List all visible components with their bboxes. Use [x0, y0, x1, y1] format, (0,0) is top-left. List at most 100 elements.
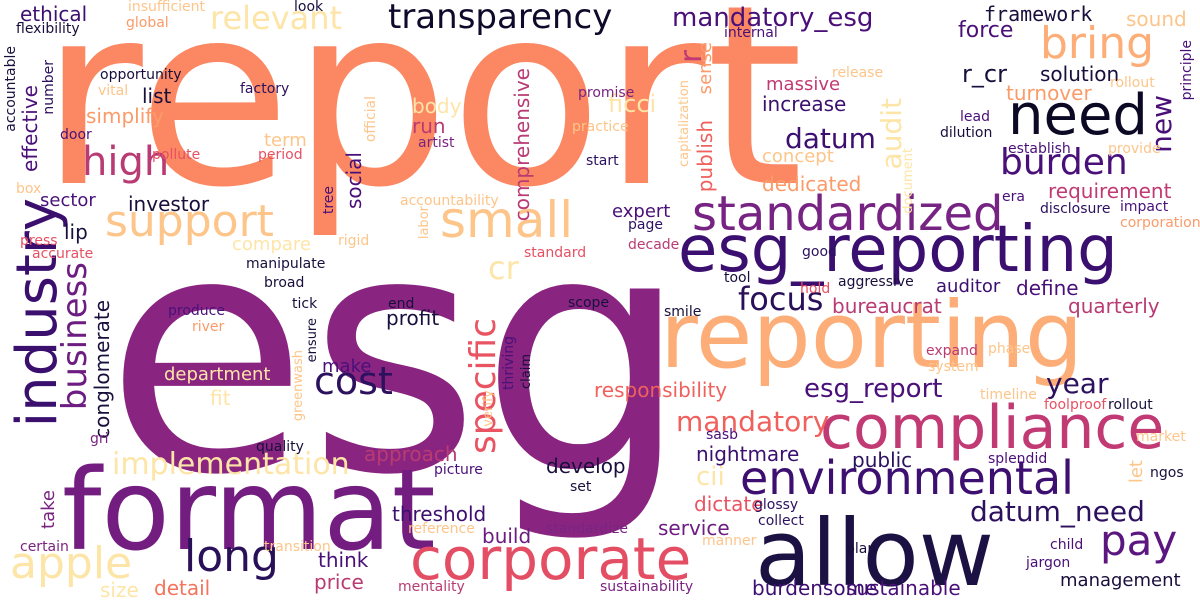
word-concept: concept: [762, 146, 834, 167]
word-ensure: ensure: [305, 318, 320, 363]
word-term: term: [264, 130, 307, 151]
word-artist: artist: [418, 135, 455, 151]
word-market: market: [1136, 429, 1186, 445]
word-publish: publish: [693, 120, 717, 193]
word-smile: smile: [664, 304, 702, 320]
word-support: support: [105, 196, 274, 247]
word-transparency: transparency: [388, 0, 613, 37]
word-good: good: [802, 244, 837, 260]
word-tick: tick: [292, 296, 318, 312]
word-release: release: [832, 65, 884, 81]
word-mandatory-esg: mandatory_esg: [672, 3, 874, 33]
word-splendid: splendid: [988, 451, 1048, 467]
word-esg-reporting: esg_reporting: [678, 213, 1118, 287]
word-reporting: reporting: [660, 282, 1084, 389]
word-datum: datum: [785, 122, 876, 155]
word-box: box: [16, 181, 42, 197]
word-burden: burden: [1000, 142, 1128, 183]
word-comprehensive: comprehensive: [510, 68, 534, 222]
word-cost: cost: [314, 359, 393, 403]
word-sasb: sasb: [706, 427, 739, 443]
word-standardized: standardized: [692, 186, 1004, 242]
word-certain: certain: [20, 539, 69, 555]
word-gri: gri: [90, 431, 109, 447]
word-plan: plan: [846, 541, 877, 557]
word-promise: promise: [578, 85, 635, 101]
word-force: force: [958, 18, 1014, 43]
word-conglomerate: conglomerate: [90, 300, 114, 439]
word-service: service: [658, 516, 730, 540]
word-sector: sector: [40, 190, 96, 211]
word-dictate: dictate: [694, 492, 764, 516]
word-high: high: [82, 139, 170, 185]
word-price: price: [314, 570, 364, 594]
word-opportunity: opportunity: [100, 67, 182, 83]
word-rollout: rollout: [1110, 75, 1155, 91]
word-esg-report: esg_report: [804, 374, 943, 404]
word-management: management: [1060, 570, 1181, 591]
word-transition: transition: [264, 539, 331, 555]
word-river: river: [192, 319, 225, 335]
word-focus: focus: [738, 280, 824, 318]
word-need: need: [1008, 83, 1148, 148]
word-sound: sound: [1126, 7, 1187, 31]
word-ficci: ficci: [608, 90, 657, 118]
word-corporate: corporate: [410, 525, 692, 593]
word-simplify: simplify: [86, 104, 164, 128]
word-massive: massive: [766, 74, 841, 95]
word-corporation: corporation: [1120, 215, 1200, 231]
word-social: social: [342, 152, 366, 210]
word-think: think: [318, 548, 369, 572]
word-report: report: [40, 0, 804, 242]
word-capitalization: capitalization: [677, 80, 692, 167]
word-accountability: accountability: [400, 193, 499, 209]
word-hold: hold: [800, 281, 831, 297]
word-scope: scope: [568, 295, 610, 311]
word-body: body: [412, 94, 462, 118]
word-dilution: dilution: [940, 125, 993, 141]
word-implementation: implementation: [112, 447, 350, 482]
word-compare: compare: [232, 234, 311, 255]
word-flexibility: flexibility: [16, 21, 80, 37]
word-picture: picture: [434, 462, 483, 478]
word-foolproof: foolproof: [1044, 397, 1107, 413]
word-develop: develop: [546, 454, 626, 478]
word-document: document: [901, 148, 916, 214]
word-build: build: [482, 524, 532, 548]
word-start: start: [586, 153, 619, 169]
word-detail: detail: [154, 576, 211, 600]
word-pollute: pollute: [152, 147, 201, 163]
word-expand: expand: [926, 343, 978, 359]
word-lead: lead: [960, 109, 990, 125]
word-verify: verify: [481, 390, 496, 427]
word-fit: fit: [210, 386, 231, 410]
word-cii: cii: [696, 462, 725, 492]
word-ethical: ethical: [20, 2, 88, 26]
word-quality: quality: [256, 439, 304, 455]
word-vital: vital: [98, 83, 129, 99]
word-disclosure: disclosure: [1040, 201, 1111, 217]
word-thriving: thriving: [501, 336, 517, 390]
word-cr: cr: [488, 249, 519, 287]
word-relevant: relevant: [210, 0, 343, 37]
word-impact: impact: [1120, 199, 1169, 215]
word-dedicated: dedicated: [762, 172, 862, 196]
word-long: long: [184, 531, 279, 582]
word-rigid: rigid: [338, 233, 370, 249]
word-mandatory: mandatory: [676, 405, 830, 438]
word-department: department: [164, 364, 271, 385]
word-accurate: accurate: [32, 246, 94, 262]
word-framework: framework: [984, 2, 1093, 26]
word-requirement: requirement: [1048, 179, 1172, 203]
word-r-cr: r_cr: [962, 60, 1007, 88]
word-allow: allow: [755, 500, 995, 600]
word-look: look: [294, 0, 324, 15]
word-decade: decade: [628, 237, 680, 253]
word-bureaucrat: bureaucrat: [832, 294, 942, 318]
word-pay: pay: [1100, 516, 1178, 565]
word-glossy: glossy: [754, 497, 799, 513]
word-era: era: [1002, 189, 1025, 205]
word-labor: labor: [417, 206, 432, 240]
word-burdensome: burdensome: [752, 576, 878, 600]
word-investor: investor: [128, 192, 210, 216]
